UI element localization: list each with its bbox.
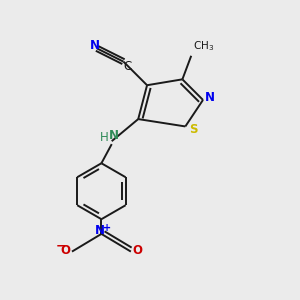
Text: N: N [90,39,100,52]
Text: N: N [205,91,214,104]
Text: O: O [132,244,142,256]
Text: N: N [95,224,105,238]
Text: CH$_3$: CH$_3$ [193,40,214,53]
Text: −: − [56,239,66,252]
Text: S: S [189,123,198,136]
Text: +: + [103,223,111,233]
Text: H: H [100,131,109,144]
Text: C: C [123,61,131,74]
Text: O: O [61,244,70,256]
Text: N: N [109,129,119,142]
